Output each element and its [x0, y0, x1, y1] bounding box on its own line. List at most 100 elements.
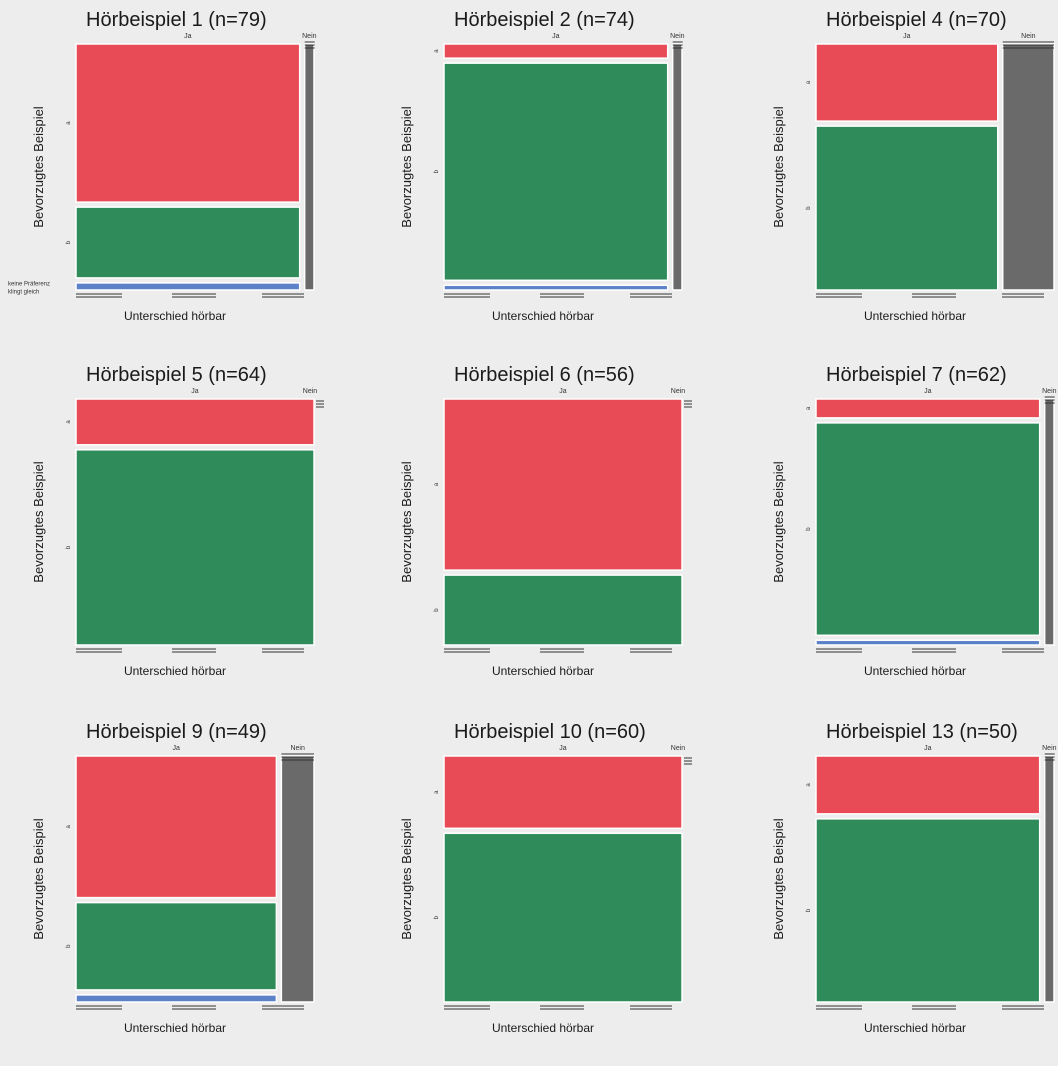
mosaic-tile-ja-a — [815, 398, 1041, 419]
column-label-nein: Nein — [303, 388, 318, 395]
panel-title: Hörbeispiel 9 (n=49) — [86, 721, 267, 743]
mosaic-svg: Hörbeispiel 4 (n=70) Bevorzugtes Beispiel… — [771, 9, 1055, 323]
mosaic-tile-ja-keine — [75, 282, 301, 291]
panel-title: Hörbeispiel 13 (n=50) — [826, 721, 1018, 743]
y-axis-label: Bevorzugtes Beispiel — [771, 461, 786, 583]
mosaic-tile-ja-keine — [815, 639, 1041, 646]
mosaic-panel-4: Hörbeispiel 5 (n=64) Bevorzugtes Beispiel… — [0, 355, 324, 709]
mosaic-tile-ja-a — [75, 755, 278, 899]
row-label-b: b — [806, 527, 812, 531]
mosaic-tile-ja-a — [815, 755, 1041, 815]
column-label-ja: Ja — [559, 388, 567, 395]
y-axis-label: Bevorzugtes Beispiel — [31, 818, 46, 940]
mosaic-tile-nein — [1043, 755, 1055, 1003]
x-axis-label: Unterschied hörbar — [124, 309, 226, 323]
panel-title: Hörbeispiel 5 (n=64) — [86, 364, 267, 386]
y-axis-label: Bevorzugtes Beispiel — [771, 818, 786, 940]
row-label-a: a — [434, 49, 440, 53]
row-label-a: a — [806, 406, 812, 410]
mosaic-tile-nein — [1001, 43, 1055, 291]
panel-title: Hörbeispiel 4 (n=70) — [826, 9, 1007, 31]
mosaic-panel-5: Hörbeispiel 6 (n=56) Bevorzugtes Beispiel… — [368, 355, 692, 709]
x-axis-label: Unterschied hörbar — [864, 1021, 966, 1035]
mosaic-panel-6: Hörbeispiel 7 (n=62) Bevorzugtes Beispiel… — [740, 355, 1058, 709]
row-label-a: a — [66, 420, 72, 424]
row-label-b: b — [434, 608, 440, 612]
column-label-ja: Ja — [924, 745, 932, 752]
row-label-a: a — [66, 121, 72, 125]
column-label-nein: Nein — [1042, 388, 1057, 395]
mosaic-tile-ja-a — [443, 43, 669, 59]
mosaic-tile-ja-b — [443, 832, 683, 1003]
column-label-nein: Nein — [302, 33, 317, 40]
column-label-ja: Ja — [172, 745, 180, 752]
x-axis-label: Unterschied hörbar — [124, 1021, 226, 1035]
column-label-nein: Nein — [1021, 33, 1036, 40]
column-label-ja: Ja — [903, 33, 911, 40]
panel-title: Hörbeispiel 6 (n=56) — [454, 364, 635, 386]
mosaic-tile-ja-b — [75, 449, 315, 646]
panel-title: Hörbeispiel 10 (n=60) — [454, 721, 646, 743]
y-axis-label: Bevorzugtes Beispiel — [31, 106, 46, 228]
mosaic-tile-ja-keine — [75, 994, 278, 1003]
mosaic-tile-ja-a — [443, 398, 683, 571]
mosaic-tile-ja-a — [75, 43, 301, 203]
mosaic-tile-ja-b — [815, 422, 1041, 637]
mosaic-tile-ja-b — [815, 125, 999, 291]
mosaic-svg: Hörbeispiel 5 (n=64) Bevorzugtes Beispiel… — [31, 364, 324, 678]
column-label-ja: Ja — [191, 388, 199, 395]
y-axis-label: Bevorzugtes Beispiel — [771, 106, 786, 228]
mosaic-tile-nein — [303, 43, 315, 291]
mosaic-svg: Hörbeispiel 10 (n=60) Bevorzugtes Beispie… — [399, 721, 692, 1035]
x-axis-label: Unterschied hörbar — [492, 309, 594, 323]
column-label-nein: Nein — [290, 745, 305, 752]
row-label-b: b — [66, 944, 72, 948]
mosaic-tile-ja-a — [75, 398, 315, 446]
row-label-a: a — [806, 80, 812, 84]
mosaic-tile-ja-a — [443, 755, 683, 830]
y-axis-label: Bevorzugtes Beispiel — [399, 461, 414, 583]
mosaic-svg: Hörbeispiel 13 (n=50) Bevorzugtes Beispie… — [771, 721, 1057, 1035]
column-label-nein: Nein — [1042, 745, 1057, 752]
mosaic-tile-ja-keine — [443, 284, 669, 291]
mosaic-tile-ja-a — [815, 43, 999, 122]
mosaic-tile-ja-b — [75, 901, 278, 991]
mosaic-tile-nein — [671, 43, 683, 291]
row-label-b: b — [66, 545, 72, 549]
panel-title: Hörbeispiel 1 (n=79) — [86, 9, 267, 31]
panel-title: Hörbeispiel 2 (n=74) — [454, 9, 635, 31]
column-label-nein: Nein — [671, 745, 686, 752]
mosaic-tile-ja-b — [815, 818, 1041, 1003]
column-label-ja: Ja — [552, 33, 560, 40]
mosaic-panel-2: Hörbeispiel 2 (n=74) Bevorzugtes Beispiel… — [368, 0, 686, 354]
mosaic-tile-nein — [280, 755, 315, 1003]
mosaic-svg: Hörbeispiel 9 (n=49) Bevorzugtes Beispiel… — [31, 721, 315, 1035]
mosaic-tile-ja-b — [443, 62, 669, 282]
x-axis-label: Unterschied hörbar — [864, 309, 966, 323]
column-label-ja: Ja — [559, 745, 567, 752]
x-axis-label: Unterschied hörbar — [492, 664, 594, 678]
mosaic-panel-7: Hörbeispiel 9 (n=49) Bevorzugtes Beispiel… — [0, 712, 318, 1066]
y-axis-label: Bevorzugtes Beispiel — [399, 106, 414, 228]
row-label-a: a — [66, 824, 72, 828]
panel-title: Hörbeispiel 7 (n=62) — [826, 364, 1007, 386]
row-label-b: b — [434, 915, 440, 919]
x-axis-label: Unterschied hörbar — [492, 1021, 594, 1035]
row-label-keine-praeferenz: keine Präferenz — [8, 281, 50, 287]
mosaic-tile-ja-b — [75, 206, 301, 279]
row-label-klingt-gleich: klingt gleich — [8, 289, 39, 295]
row-label-b: b — [66, 240, 72, 244]
x-axis-label: Unterschied hörbar — [864, 664, 966, 678]
y-axis-label: Bevorzugtes Beispiel — [31, 461, 46, 583]
column-label-ja: Ja — [924, 388, 932, 395]
mosaic-tile-ja-b — [443, 574, 683, 646]
x-axis-label: Unterschied hörbar — [124, 664, 226, 678]
mosaic-panel-1: Hörbeispiel 1 (n=79) Bevorzugtes Beispiel… — [0, 0, 318, 354]
row-label-b: b — [806, 908, 812, 912]
mosaic-panel-3: Hörbeispiel 4 (n=70) Bevorzugtes Beispiel… — [740, 0, 1058, 354]
column-label-nein: Nein — [671, 388, 686, 395]
row-label-a: a — [434, 482, 440, 486]
row-label-a: a — [806, 783, 812, 787]
mosaic-tile-nein — [1043, 398, 1055, 646]
mosaic-svg: Hörbeispiel 7 (n=62) Bevorzugtes Beispiel… — [771, 364, 1057, 678]
